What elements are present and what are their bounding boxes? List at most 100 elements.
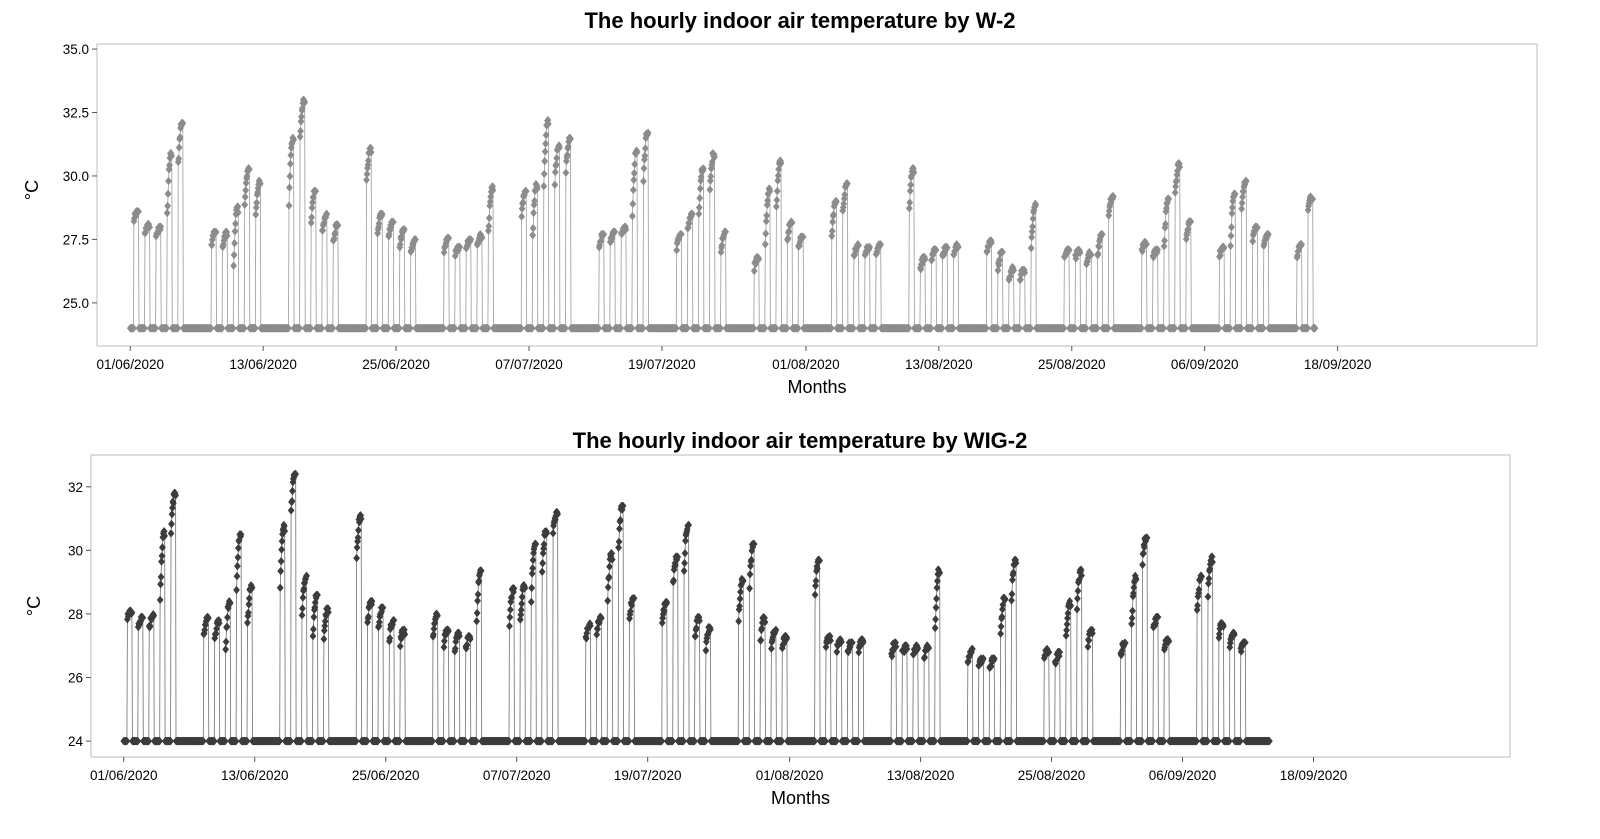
data-point [773,202,780,211]
data-point [254,188,261,197]
data-point [518,204,526,213]
data-point [1298,240,1305,249]
y-tick-label: 32 [68,480,83,495]
data-point [872,324,879,333]
data-point [542,139,549,148]
data-point [232,210,240,219]
data-point [1121,638,1129,648]
data-point [1064,614,1071,623]
data-point [949,324,957,333]
data-point [1238,198,1246,208]
data-point [451,324,459,333]
data-point [1007,736,1015,746]
data-point [905,204,913,213]
data-point [615,537,623,546]
data-point [658,736,666,746]
data-point [320,634,328,644]
data-point [473,324,481,333]
data-point [1132,575,1140,584]
data-point [1116,736,1124,746]
data-point [673,246,681,255]
data-point [1220,243,1228,253]
data-point [933,594,940,603]
x-tick-label: 13/06/2020 [229,357,297,372]
data-point [285,201,293,210]
data-point [1130,583,1138,592]
data-point [231,239,238,248]
data-point [1128,619,1135,629]
data-point [522,187,530,196]
data-point [166,161,173,170]
data-point [300,584,308,593]
data-point [164,201,171,211]
data-point [772,324,780,333]
data-point [1056,647,1064,657]
data-point [695,209,703,219]
data-point [692,632,699,641]
data-point [980,654,987,663]
data-point [172,491,179,500]
data-point [777,159,785,168]
data-point [814,564,821,573]
data-point [484,324,492,333]
plot-frame [96,43,1538,347]
data-point [145,736,153,746]
data-point [141,324,148,333]
data-point [1084,642,1092,651]
data-point [1078,571,1085,580]
data-point [210,736,218,746]
data-point [289,486,296,496]
data-point [205,614,212,623]
data-point [354,533,362,542]
data-point [773,195,781,205]
data-point [281,526,289,536]
data-point [150,611,158,620]
data-point [314,590,321,600]
data-point [549,529,557,538]
data-point [221,233,229,243]
data-point [441,636,448,646]
data-point [545,119,552,129]
data-point [312,187,320,196]
data-point [696,184,704,193]
data-point [174,324,182,333]
data-point [290,135,297,145]
data-point [128,608,136,617]
data-point [658,618,666,628]
data-point [707,625,714,634]
data-point [629,199,637,209]
data-point [618,505,626,514]
data-point [376,617,383,627]
data-point [734,736,742,746]
data-point [669,736,677,746]
data-point [943,243,951,252]
data-point [310,625,317,634]
data-point [985,736,993,746]
data-point [996,256,1004,265]
data-point [695,203,703,212]
data-point [461,736,469,746]
data-point [1028,227,1036,236]
data-point [689,209,696,219]
data-point [551,180,559,189]
x-tick-label: 07/07/2020 [483,768,551,783]
data-point [767,736,775,746]
data-point [695,324,702,333]
data-point [408,244,416,253]
data-point [736,601,743,611]
data-point [440,736,447,746]
data-point [440,643,448,652]
data-point [838,637,845,646]
data-point [364,618,371,627]
data-point [965,656,972,666]
data-point [362,324,370,333]
data-point [434,611,441,620]
data-point [1229,203,1236,212]
data-point [517,324,525,333]
data-point [163,208,171,218]
data-point [230,261,237,270]
data-point [680,566,688,576]
data-point [606,562,613,571]
data-point [700,164,707,173]
data-point [908,171,915,180]
